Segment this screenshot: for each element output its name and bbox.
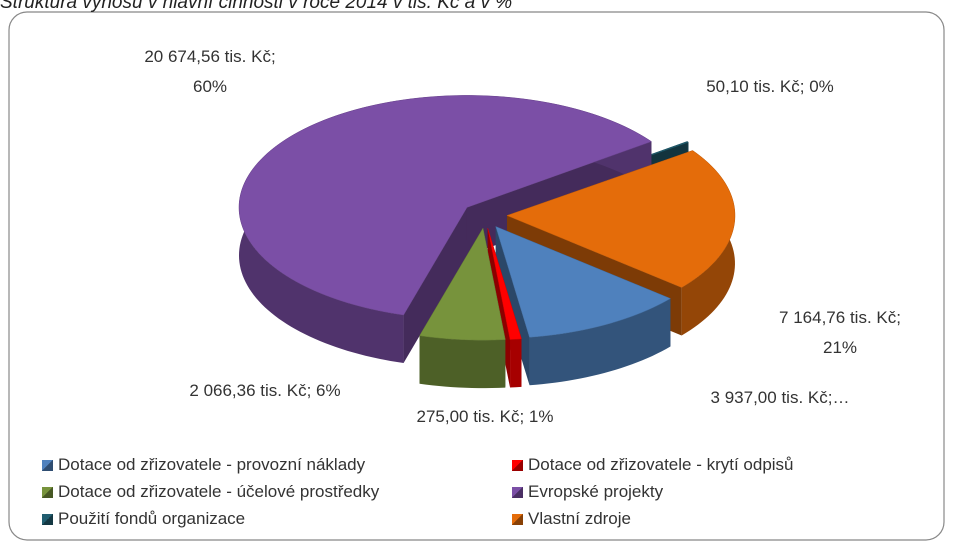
legend-swatch <box>42 513 53 525</box>
legend-item: Dotace od zřizovatele - krytí odpisů <box>512 455 794 475</box>
legend-item: Použití fondů organizace <box>42 509 245 529</box>
slice-side <box>510 338 522 388</box>
legend-swatch <box>512 486 523 498</box>
legend-label: Dotace od zřizovatele - krytí odpisů <box>528 455 794 474</box>
chart-frame <box>8 11 945 541</box>
data-label: 3 937,00 tis. Kč;… <box>710 388 850 407</box>
legend-swatch <box>42 486 53 498</box>
slice-side <box>419 335 506 389</box>
legend-label: Dotace od zřizovatele - provozní náklady <box>58 455 366 474</box>
slice <box>506 150 736 288</box>
legend-swatch <box>512 459 523 471</box>
legend-label: Evropské projekty <box>528 482 664 501</box>
data-label: 7 164,76 tis. Kč; 21% <box>779 308 901 357</box>
legend-item: Evropské projekty <box>512 482 663 502</box>
slice <box>419 227 506 341</box>
legend-label: Dotace od zřizovatele - účelové prostřed… <box>58 482 380 501</box>
data-label: 275,00 tis. Kč; 1% <box>416 407 554 426</box>
slice <box>487 228 522 340</box>
legend-label: Vlastní zdroje <box>528 509 631 528</box>
legend-swatch <box>42 459 53 471</box>
data-label: 20 674,56 tis. Kč; 60% <box>144 47 276 96</box>
legend-item: Dotace od zřizovatele - provozní náklady <box>42 455 365 475</box>
slice-side <box>529 298 671 386</box>
legend-swatch <box>512 513 523 525</box>
slice-side <box>403 207 467 363</box>
legend-item: Vlastní zdroje <box>512 509 631 529</box>
slice <box>238 95 652 316</box>
slice <box>495 226 671 338</box>
data-label: 50,10 tis. Kč; 0% <box>706 77 834 96</box>
legend-item: Dotace od zřizovatele - účelové prostřed… <box>42 482 379 502</box>
data-label: 2 066,36 tis. Kč; 6% <box>189 381 341 400</box>
legend-label: Použití fondů organizace <box>58 509 246 528</box>
chart-title: Struktura výnosů v hlavní činnosti v roc… <box>0 0 513 13</box>
